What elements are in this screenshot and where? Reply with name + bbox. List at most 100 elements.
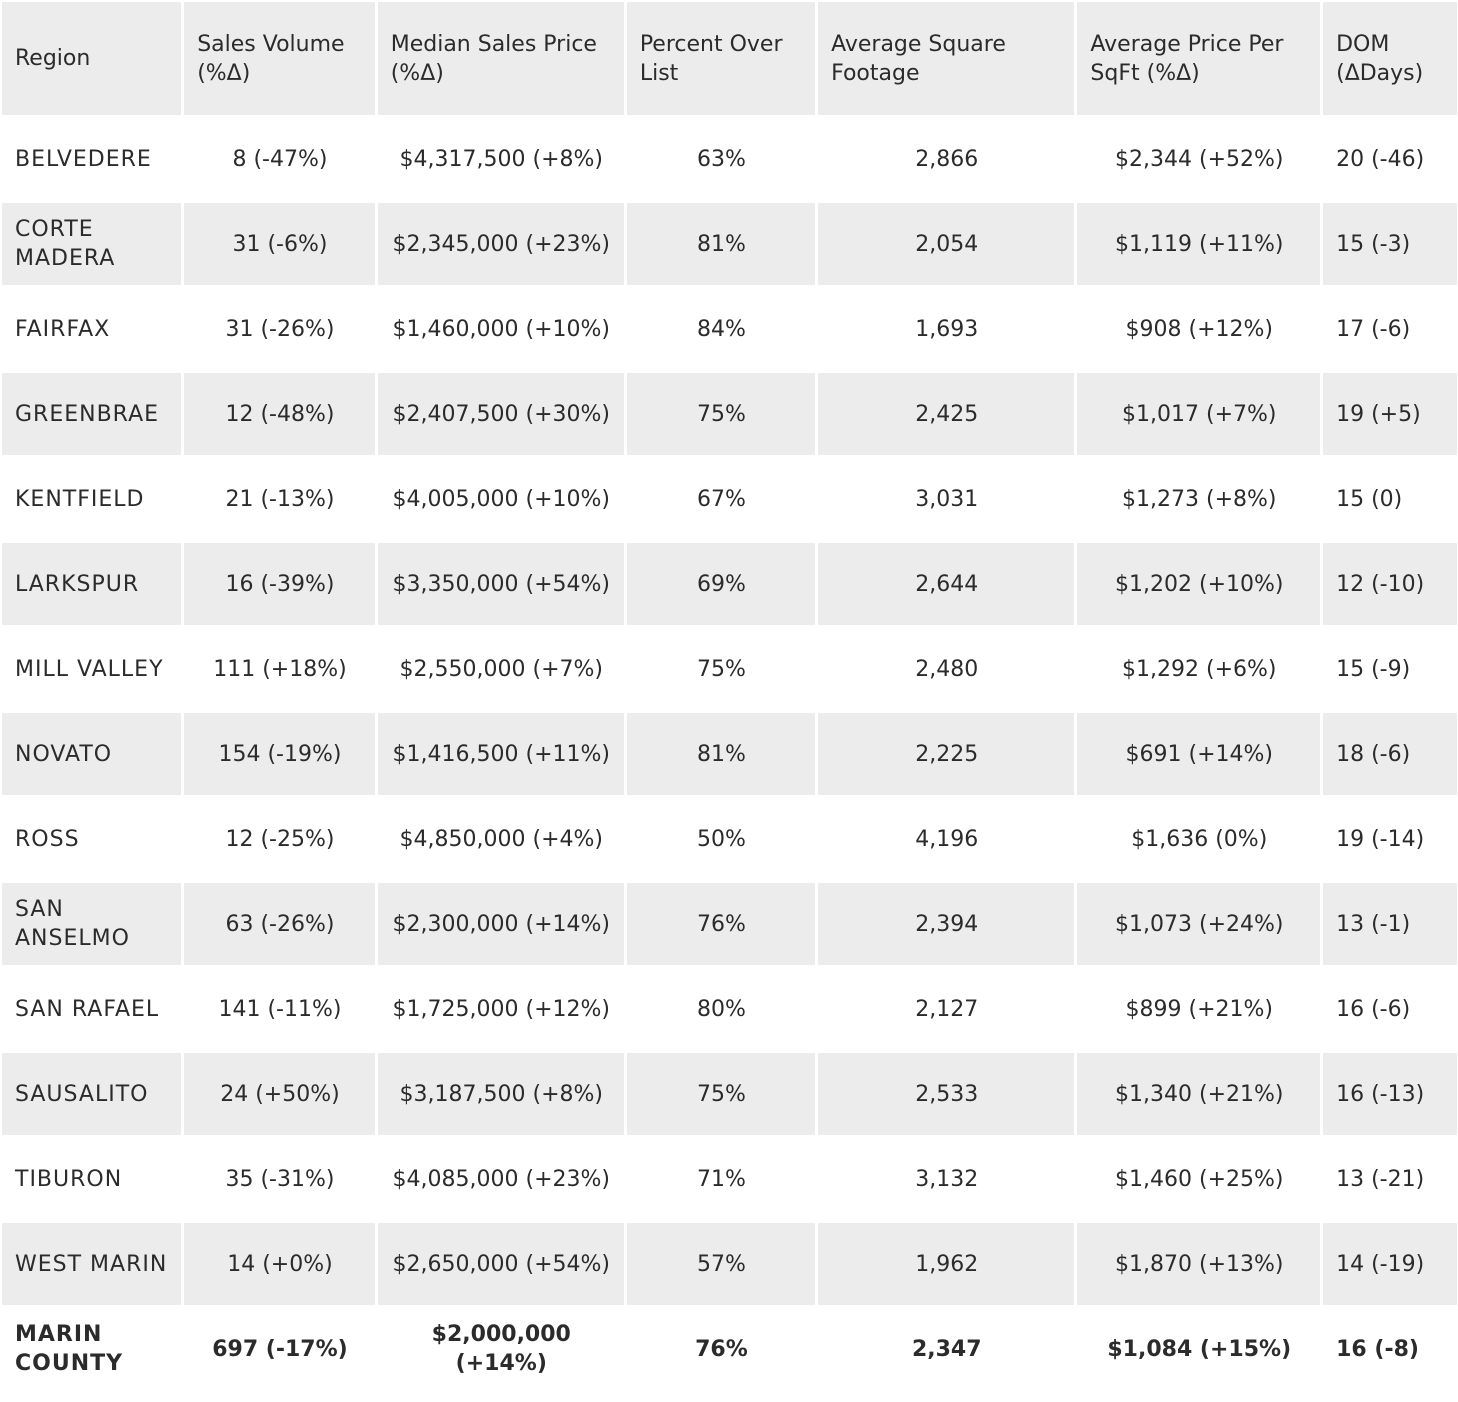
region-cell: SAUSALITO: [2, 1053, 182, 1135]
table-row: BELVEDERE 8 (-47%) $4,317,500 (+8%) 63% …: [2, 118, 1457, 200]
percent-over-list-cell: 75%: [626, 1053, 816, 1135]
percent-over-list-cell: 80%: [626, 968, 816, 1050]
percent-over-list-cell: 67%: [626, 458, 816, 540]
percent-over-list-cell: 50%: [626, 798, 816, 880]
region-cell: ROSS: [2, 798, 182, 880]
avg-sqft-cell: 2,533: [818, 1053, 1075, 1135]
dom-cell: 17 (-6): [1323, 288, 1457, 370]
table-row: CORTE MADERA 31 (-6%) $2,345,000 (+23%) …: [2, 203, 1457, 285]
region-cell: LARKSPUR: [2, 543, 182, 625]
percent-over-list-cell: 76%: [626, 1308, 816, 1390]
total-row: MARIN COUNTY 697 (-17%) $2,000,000 (+14%…: [2, 1308, 1457, 1390]
price-per-sqft-cell: $691 (+14%): [1077, 713, 1321, 795]
median-price-cell: $2,650,000 (+54%): [377, 1223, 624, 1305]
price-per-sqft-cell: $1,636 (0%): [1077, 798, 1321, 880]
avg-sqft-cell: 2,127: [818, 968, 1075, 1050]
price-per-sqft-cell: $1,202 (+10%): [1077, 543, 1321, 625]
price-per-sqft-cell: $1,273 (+8%): [1077, 458, 1321, 540]
price-per-sqft-cell: $1,340 (+21%): [1077, 1053, 1321, 1135]
dom-cell: 13 (-1): [1323, 883, 1457, 965]
percent-over-list-cell: 57%: [626, 1223, 816, 1305]
region-cell: MARIN COUNTY: [2, 1308, 182, 1390]
header-row: Region Sales Volume (%Δ) Median Sales Pr…: [2, 2, 1457, 115]
dom-cell: 15 (-3): [1323, 203, 1457, 285]
price-per-sqft-cell: $2,344 (+52%): [1077, 118, 1321, 200]
price-per-sqft-cell: $899 (+21%): [1077, 968, 1321, 1050]
sales-volume-cell: 8 (-47%): [184, 118, 375, 200]
avg-sqft-cell: 2,054: [818, 203, 1075, 285]
dom-cell: 20 (-46): [1323, 118, 1457, 200]
price-per-sqft-cell: $1,870 (+13%): [1077, 1223, 1321, 1305]
table-row: TIBURON 35 (-31%) $4,085,000 (+23%) 71% …: [2, 1138, 1457, 1220]
median-price-cell: $2,300,000 (+14%): [377, 883, 624, 965]
percent-over-list-cell: 76%: [626, 883, 816, 965]
median-price-cell: $1,416,500 (+11%): [377, 713, 624, 795]
dom-cell: 16 (-6): [1323, 968, 1457, 1050]
dom-cell: 12 (-10): [1323, 543, 1457, 625]
percent-over-list-cell: 75%: [626, 373, 816, 455]
median-price-cell: $4,317,500 (+8%): [377, 118, 624, 200]
sales-volume-cell: 16 (-39%): [184, 543, 375, 625]
avg-sqft-cell: 1,962: [818, 1223, 1075, 1305]
dom-cell: 14 (-19): [1323, 1223, 1457, 1305]
dom-cell: 16 (-8): [1323, 1308, 1457, 1390]
sales-volume-cell: 141 (-11%): [184, 968, 375, 1050]
table-row: SAN RAFAEL 141 (-11%) $1,725,000 (+12%) …: [2, 968, 1457, 1050]
dom-cell: 13 (-21): [1323, 1138, 1457, 1220]
region-cell: TIBURON: [2, 1138, 182, 1220]
median-price-cell: $2,345,000 (+23%): [377, 203, 624, 285]
sales-volume-cell: 111 (+18%): [184, 628, 375, 710]
avg-sqft-cell: 4,196: [818, 798, 1075, 880]
median-price-cell: $4,085,000 (+23%): [377, 1138, 624, 1220]
avg-sqft-cell: 2,866: [818, 118, 1075, 200]
percent-over-list-cell: 71%: [626, 1138, 816, 1220]
percent-over-list-cell: 81%: [626, 203, 816, 285]
region-cell: CORTE MADERA: [2, 203, 182, 285]
table-row: GREENBRAE 12 (-48%) $2,407,500 (+30%) 75…: [2, 373, 1457, 455]
table-row: NOVATO 154 (-19%) $1,416,500 (+11%) 81% …: [2, 713, 1457, 795]
table-row: SAN ANSELMO 63 (-26%) $2,300,000 (+14%) …: [2, 883, 1457, 965]
percent-over-list-cell: 84%: [626, 288, 816, 370]
header-sales-volume: Sales Volume (%Δ): [184, 2, 375, 115]
median-price-cell: $2,407,500 (+30%): [377, 373, 624, 455]
sales-volume-cell: 21 (-13%): [184, 458, 375, 540]
table-row: MILL VALLEY 111 (+18%) $2,550,000 (+7%) …: [2, 628, 1457, 710]
dom-cell: 15 (-9): [1323, 628, 1457, 710]
table-row: FAIRFAX 31 (-26%) $1,460,000 (+10%) 84% …: [2, 288, 1457, 370]
table-row: SAUSALITO 24 (+50%) $3,187,500 (+8%) 75%…: [2, 1053, 1457, 1135]
percent-over-list-cell: 75%: [626, 628, 816, 710]
price-per-sqft-cell: $1,017 (+7%): [1077, 373, 1321, 455]
price-per-sqft-cell: $1,292 (+6%): [1077, 628, 1321, 710]
header-percent-over-list: Percent Over List: [626, 2, 816, 115]
header-average-square-footage: Average Square Footage: [818, 2, 1075, 115]
median-price-cell: $1,460,000 (+10%): [377, 288, 624, 370]
sales-volume-cell: 697 (-17%): [184, 1308, 375, 1390]
median-price-cell: $2,000,000 (+14%): [377, 1308, 624, 1390]
region-cell: NOVATO: [2, 713, 182, 795]
median-price-cell: $4,005,000 (+10%): [377, 458, 624, 540]
region-cell: SAN ANSELMO: [2, 883, 182, 965]
avg-sqft-cell: 1,693: [818, 288, 1075, 370]
dom-cell: 16 (-13): [1323, 1053, 1457, 1135]
sales-volume-cell: 14 (+0%): [184, 1223, 375, 1305]
percent-over-list-cell: 81%: [626, 713, 816, 795]
region-cell: SAN RAFAEL: [2, 968, 182, 1050]
dom-cell: 18 (-6): [1323, 713, 1457, 795]
percent-over-list-cell: 69%: [626, 543, 816, 625]
dom-cell: 15 (0): [1323, 458, 1457, 540]
avg-sqft-cell: 2,394: [818, 883, 1075, 965]
sales-volume-cell: 31 (-26%): [184, 288, 375, 370]
sales-volume-cell: 12 (-48%): [184, 373, 375, 455]
header-median-sales-price: Median Sales Price (%Δ): [377, 2, 624, 115]
table-row: ROSS 12 (-25%) $4,850,000 (+4%) 50% 4,19…: [2, 798, 1457, 880]
header-region: Region: [2, 2, 182, 115]
median-price-cell: $3,187,500 (+8%): [377, 1053, 624, 1135]
region-cell: WEST MARIN: [2, 1223, 182, 1305]
sales-volume-cell: 24 (+50%): [184, 1053, 375, 1135]
sales-volume-cell: 35 (-31%): [184, 1138, 375, 1220]
price-per-sqft-cell: $1,460 (+25%): [1077, 1138, 1321, 1220]
table-row: WEST MARIN 14 (+0%) $2,650,000 (+54%) 57…: [2, 1223, 1457, 1305]
avg-sqft-cell: 2,225: [818, 713, 1075, 795]
region-cell: FAIRFAX: [2, 288, 182, 370]
